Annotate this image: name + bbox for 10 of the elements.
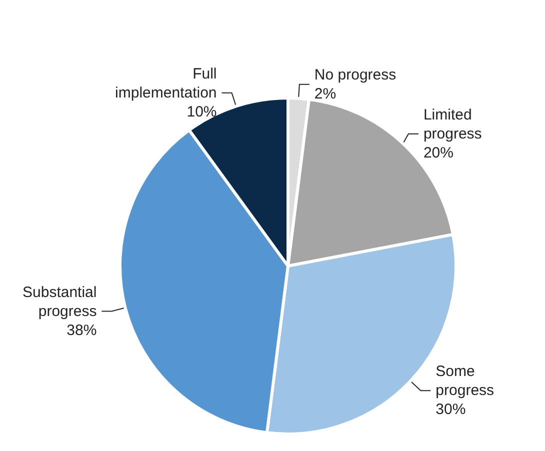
slice-label: Substantial progress bbox=[22, 284, 97, 320]
slice-label: Limited progress bbox=[423, 106, 482, 142]
slice-label: No progress bbox=[314, 66, 396, 84]
slice-label: Some progress bbox=[436, 363, 494, 400]
data-label: 30% bbox=[436, 401, 466, 418]
slice-label: Full implementation bbox=[115, 65, 217, 102]
data-label: 20% bbox=[423, 144, 454, 162]
data-label: 2% bbox=[314, 85, 336, 102]
data-label: 38% bbox=[66, 322, 97, 339]
data-label: 10% bbox=[186, 103, 217, 120]
